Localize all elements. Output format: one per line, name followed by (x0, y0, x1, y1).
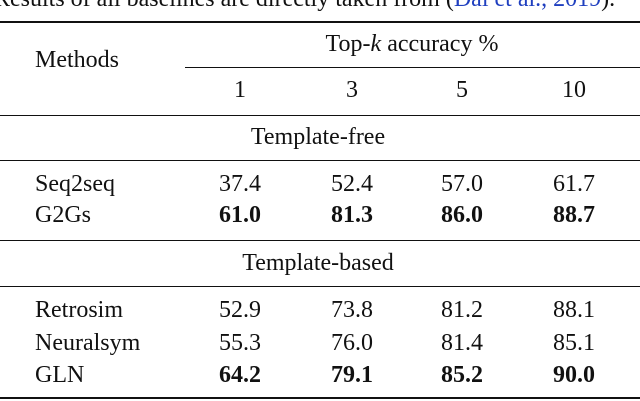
method-name: G2Gs (35, 202, 92, 228)
section-title: Template-based (242, 250, 394, 276)
cell-value: 73.8 (331, 297, 373, 323)
column-header: 5 (456, 77, 468, 103)
cell-value: 55.3 (219, 330, 261, 356)
bottom-rule (0, 397, 640, 399)
cell-value: 81.3 (331, 202, 373, 228)
cell-value: 52.9 (219, 297, 261, 323)
cell-value: 52.4 (331, 171, 373, 197)
cell-value: 86.0 (441, 202, 483, 228)
cell-value: 79.1 (331, 362, 373, 388)
caption-text: Results of all baselines are directly ta… (0, 0, 454, 12)
group-prefix: Top- (325, 31, 371, 57)
group-suffix: accuracy % (381, 31, 499, 57)
method-name: Neuralsym (35, 330, 141, 356)
caption: Results of all baselines are directly ta… (0, 0, 615, 13)
citation-link[interactable]: Dai et al., 2019 (454, 0, 601, 12)
column-header: 3 (346, 77, 358, 103)
group-header: Top-k accuracy % (326, 30, 499, 58)
cell-value: 64.2 (219, 362, 261, 388)
section-end-rule (0, 240, 640, 241)
cell-value: 90.0 (553, 362, 595, 388)
method-name: GLN (35, 362, 85, 388)
caption-end: ). (601, 0, 615, 12)
cell-value: 61.0 (219, 202, 261, 228)
group-k: k (370, 31, 382, 57)
cell-value: 37.4 (219, 171, 261, 197)
section-rule (0, 286, 640, 287)
method-name: Retrosim (35, 297, 123, 323)
group-rule (185, 67, 640, 68)
cell-value: 88.1 (553, 297, 595, 323)
section-title: Template-free (250, 124, 386, 150)
cell-value: 81.2 (441, 297, 483, 323)
cell-value: 76.0 (331, 330, 373, 356)
cell-value: 61.7 (553, 171, 595, 197)
cell-value: 85.1 (553, 330, 595, 356)
cell-value: 85.2 (441, 362, 483, 388)
column-header: 1 (234, 77, 246, 103)
top-rule (0, 21, 640, 23)
column-header: 10 (562, 77, 586, 103)
method-name: Seq2seq (35, 171, 115, 197)
section-rule (0, 160, 640, 161)
mid-rule (0, 115, 640, 116)
cell-value: 57.0 (441, 171, 483, 197)
cell-value: 81.4 (441, 330, 483, 356)
cell-value: 88.7 (553, 202, 595, 228)
methods-header: Methods (35, 47, 119, 73)
